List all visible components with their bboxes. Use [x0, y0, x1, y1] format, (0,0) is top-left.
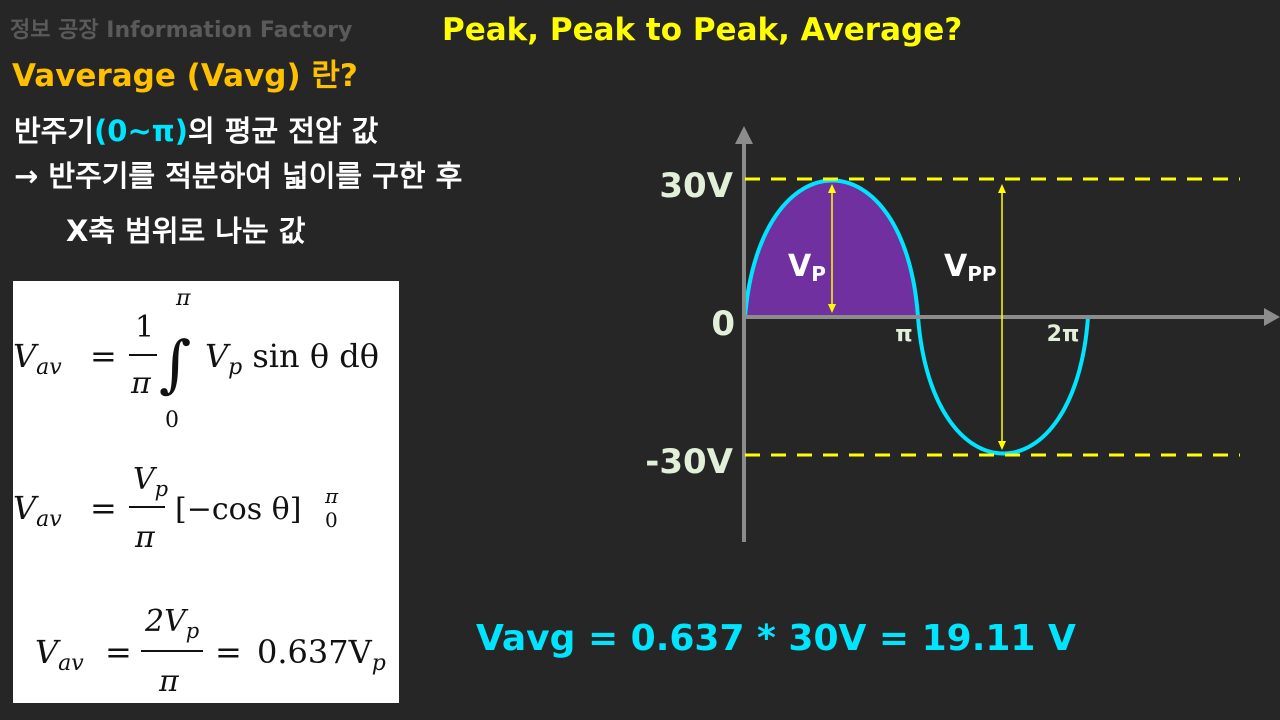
f2-num: V	[133, 462, 158, 497]
desc-text-a: 반주기	[14, 114, 95, 148]
vp-label: VP	[788, 249, 826, 286]
f1-body-sub: p	[228, 355, 242, 380]
f1-eq: =	[90, 337, 117, 375]
f3-eq2: =	[215, 633, 242, 671]
x-label-2pi: 2π	[1047, 322, 1080, 347]
f2-eq: =	[90, 489, 117, 527]
formula-svg: Vav = 1 π ∫ π 0 Vp sin θ dθ Vav = Vp π […	[13, 286, 386, 699]
vpp-label-main: V	[944, 249, 968, 284]
svg-text:Vav: Vav	[35, 633, 84, 676]
y-axis-arrow-icon	[735, 126, 753, 144]
desc-highlight: (0~π)	[94, 114, 188, 148]
f1-body: V	[205, 337, 231, 375]
formula-panel: Vav = 1 π ∫ π 0 Vp sin θ dθ Vav = Vp π […	[13, 281, 399, 703]
integral-sign: ∫	[159, 327, 191, 400]
f1-den: π	[130, 366, 152, 401]
f1-body-rest: sin θ dθ	[242, 337, 379, 375]
svg-text:2Vp: 2Vp	[144, 604, 199, 643]
vpp-arrow-up-icon	[998, 184, 1006, 193]
svg-text:0.637Vp: 0.637Vp	[257, 633, 386, 676]
vpp-label: VPP	[944, 249, 997, 286]
vp-label-main: V	[788, 249, 812, 284]
y-label-neg-30v: -30V	[645, 442, 733, 482]
f3-lhs-sub: av	[58, 651, 84, 676]
y-label-30v: 30V	[659, 166, 733, 206]
f2-lhs-sub: av	[36, 507, 62, 532]
description-line-1: 반주기(0~π)의 평균 전압 값	[14, 108, 378, 150]
subtitle: Vaverage (Vavg) 란?	[12, 58, 358, 94]
formula-antiderivative: Vav = Vp π [−cos θ] π 0	[13, 462, 339, 555]
f3-den: π	[158, 664, 180, 699]
headline: Peak, Peak to Peak, Average?	[442, 12, 963, 48]
f3-num: 2V	[144, 604, 189, 639]
svg-text:Vav: Vav	[13, 489, 62, 532]
f1-num: 1	[135, 310, 154, 345]
vpp-arrow-down-icon	[998, 441, 1006, 450]
svg-text:Vp: Vp	[133, 462, 168, 501]
f3-num-sub: p	[186, 619, 199, 643]
y-label-zero: 0	[711, 304, 735, 344]
brand-watermark: 정보 공장 Information Factory	[10, 18, 353, 43]
positive-half-area	[745, 180, 918, 317]
f1-lower: 0	[165, 408, 179, 433]
svg-text:Vav: Vav	[13, 337, 62, 380]
vp-arrow-up-icon	[828, 184, 836, 193]
x-axis-arrow-icon	[1264, 308, 1280, 326]
vpp-label-sub: PP	[967, 262, 996, 286]
formula-integral: Vav = 1 π ∫ π 0 Vp sin θ dθ	[13, 286, 379, 433]
formula-result: Vav = 2Vp π = 0.637Vp	[35, 604, 386, 699]
f2-den: π	[134, 520, 156, 555]
f1-lhs: V	[13, 337, 39, 375]
f3-lhs: V	[35, 633, 61, 671]
f2-lhs: V	[13, 489, 39, 527]
f3-eq: =	[105, 633, 132, 671]
f2-body: [−cos θ]	[175, 492, 301, 527]
f2-num-sub: p	[155, 477, 168, 501]
description-line-2: → 반주기를 적분하여 넓이를 구한 후	[14, 159, 463, 193]
f1-upper: π	[175, 286, 191, 311]
x-label-pi: π	[895, 322, 912, 347]
svg-text:Vp sin θ dθ: Vp sin θ dθ	[205, 337, 379, 380]
average-result: Vavg = 0.637 * 30V = 19.11 V	[476, 618, 1076, 659]
description-line-3: X축 범위로 나눈 값	[66, 214, 306, 248]
f3-rhs-sub: p	[372, 651, 386, 676]
sine-curve	[743, 178, 1090, 456]
vp-arrow-down-icon	[828, 304, 836, 313]
f1-lhs-sub: av	[36, 355, 62, 380]
f2-sup: π	[324, 484, 339, 508]
f2-sub: 0	[325, 508, 338, 532]
vp-label-sub: P	[811, 262, 826, 286]
desc-text-b: 의 평균 전압 값	[187, 114, 379, 148]
f3-rhs: 0.637V	[257, 633, 373, 671]
